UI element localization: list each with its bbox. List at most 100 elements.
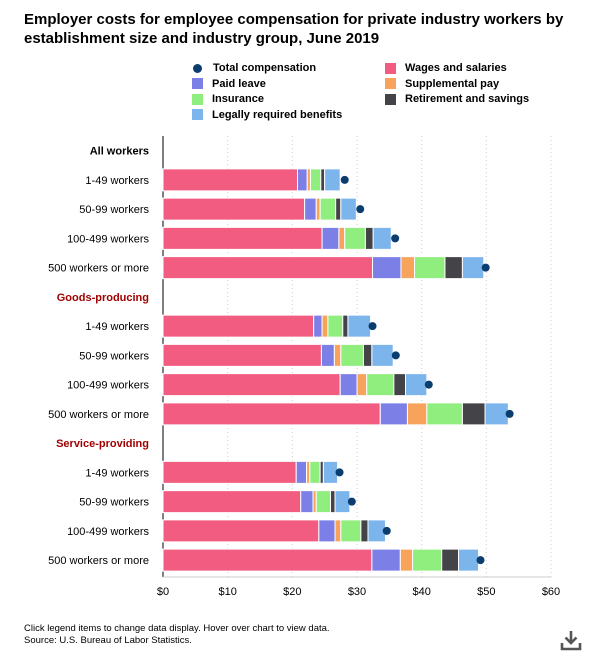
legend-item-legal[interactable]: Legally required benefits bbox=[192, 109, 342, 121]
bar-segment[interactable] bbox=[162, 168, 299, 192]
category-label: 1-49 workers bbox=[85, 467, 149, 479]
bar-segment[interactable] bbox=[484, 402, 509, 426]
bar-segment[interactable] bbox=[324, 168, 341, 192]
bar-segment[interactable] bbox=[372, 256, 402, 280]
bar-segment[interactable] bbox=[318, 519, 336, 543]
bar-segment[interactable] bbox=[322, 460, 339, 484]
total-compensation-marker[interactable] bbox=[424, 380, 433, 389]
bar-segment[interactable] bbox=[162, 197, 306, 221]
bar-segment[interactable] bbox=[309, 168, 322, 192]
bar-segment[interactable] bbox=[162, 226, 323, 250]
bar-segment[interactable] bbox=[426, 402, 463, 426]
bar-segment[interactable] bbox=[364, 226, 374, 250]
bar-segment[interactable] bbox=[393, 373, 406, 397]
bar-segment[interactable] bbox=[162, 490, 302, 514]
bar-segment[interactable] bbox=[371, 343, 394, 367]
bar-segment[interactable] bbox=[406, 402, 428, 426]
bar-segment[interactable] bbox=[405, 373, 428, 397]
bar-segment[interactable] bbox=[327, 314, 344, 338]
bar-segment[interactable] bbox=[315, 197, 321, 221]
bar-segment[interactable] bbox=[340, 343, 364, 367]
x-tick-label: $30 bbox=[348, 586, 366, 598]
bar-segment[interactable] bbox=[321, 314, 329, 338]
total-compensation-marker[interactable] bbox=[340, 175, 349, 184]
bar-segment[interactable] bbox=[371, 548, 401, 572]
bar-segment[interactable] bbox=[441, 548, 460, 572]
legend-label-legal: Legally required benefits bbox=[212, 108, 343, 121]
bar-segment[interactable] bbox=[360, 519, 369, 543]
bar-segment[interactable] bbox=[313, 314, 323, 338]
bar-segment[interactable] bbox=[304, 197, 317, 221]
download-icon[interactable] bbox=[560, 629, 582, 651]
total-compensation-marker[interactable] bbox=[505, 409, 514, 418]
bar-segment[interactable] bbox=[162, 460, 297, 484]
bar-segment[interactable] bbox=[162, 548, 373, 572]
total-compensation-marker[interactable] bbox=[481, 263, 490, 272]
category-label: 500 workers or more bbox=[48, 409, 149, 421]
legend-item-paid_leave[interactable]: Paid leave bbox=[192, 78, 266, 90]
group-label: Goods-producing bbox=[57, 292, 149, 304]
bar-segment[interactable] bbox=[162, 256, 374, 280]
total-compensation-marker[interactable] bbox=[335, 468, 344, 477]
total-compensation-marker[interactable] bbox=[368, 322, 377, 331]
bar-segment[interactable] bbox=[162, 343, 322, 367]
total-compensation-marker[interactable] bbox=[391, 351, 400, 360]
bar-segment[interactable] bbox=[320, 343, 335, 367]
bar-segment[interactable] bbox=[356, 373, 368, 397]
bar-segment[interactable] bbox=[162, 314, 315, 338]
bar-segment[interactable] bbox=[162, 373, 341, 397]
legend-item-supplemental[interactable]: Supplemental pay bbox=[385, 78, 499, 90]
bar-segment[interactable] bbox=[315, 490, 331, 514]
total-compensation-marker[interactable] bbox=[391, 234, 400, 243]
legend-item-wages[interactable]: Wages and salaries bbox=[385, 62, 507, 74]
x-tick-label: $60 bbox=[542, 586, 560, 598]
bar-segment[interactable] bbox=[334, 519, 342, 543]
bar-segment[interactable] bbox=[372, 226, 392, 250]
legend: Total compensation Paid leave Insurance Leg… bbox=[0, 0, 594, 130]
bar-segment[interactable] bbox=[412, 548, 443, 572]
category-label: 100-499 workers bbox=[67, 233, 149, 245]
total-compensation-marker[interactable] bbox=[356, 205, 365, 214]
bar-segment[interactable] bbox=[329, 490, 336, 514]
bar-segment[interactable] bbox=[295, 460, 308, 484]
total-compensation-marker[interactable] bbox=[476, 556, 485, 565]
legend-item-retirement[interactable]: Retirement and savings bbox=[385, 93, 529, 105]
bar-segment[interactable] bbox=[379, 402, 408, 426]
bar-segment[interactable] bbox=[342, 314, 349, 338]
bar-segment[interactable] bbox=[444, 256, 463, 280]
bar-segment[interactable] bbox=[461, 402, 486, 426]
legend-item-total[interactable]: Total compensation bbox=[192, 62, 316, 74]
bar-segment[interactable] bbox=[162, 402, 381, 426]
bar-segment[interactable] bbox=[340, 519, 362, 543]
bar-segment[interactable] bbox=[320, 168, 326, 192]
bar-segment[interactable] bbox=[461, 256, 485, 280]
bar-segment[interactable] bbox=[297, 168, 308, 192]
bar-segment[interactable] bbox=[321, 226, 340, 250]
bar-segment[interactable] bbox=[300, 490, 314, 514]
total-compensation-marker[interactable] bbox=[382, 526, 391, 535]
bar-segment[interactable] bbox=[340, 197, 357, 221]
legend-item-insurance[interactable]: Insurance bbox=[192, 93, 264, 105]
footnote-instructions: Click legend items to change data displa… bbox=[24, 623, 330, 634]
legend-label-paid_leave: Paid leave bbox=[212, 77, 266, 90]
chart-svg[interactable]: $0 $10 $20 $30 $40 $50 $60 All workers 1-49 work… bbox=[0, 0, 594, 615]
bar-segment[interactable] bbox=[458, 548, 480, 572]
bar-segment[interactable] bbox=[319, 197, 337, 221]
bar-segment[interactable] bbox=[338, 226, 346, 250]
category-label: 50-99 workers bbox=[79, 204, 149, 216]
bar-segment[interactable] bbox=[334, 490, 351, 514]
bar-segment[interactable] bbox=[399, 548, 414, 572]
bar-segment[interactable] bbox=[347, 314, 372, 338]
bar-segment[interactable] bbox=[414, 256, 446, 280]
bar-segment[interactable] bbox=[162, 519, 320, 543]
bar-segment[interactable] bbox=[339, 373, 358, 397]
total-compensation-marker[interactable] bbox=[347, 497, 356, 506]
category-label: 1-49 workers bbox=[85, 321, 149, 333]
bar-segment[interactable] bbox=[333, 343, 342, 367]
bar-segment[interactable] bbox=[362, 343, 373, 367]
bar-segment[interactable] bbox=[400, 256, 416, 280]
bar-segment[interactable] bbox=[344, 226, 366, 250]
bar-segment[interactable] bbox=[309, 460, 321, 484]
bar-segment[interactable] bbox=[366, 373, 395, 397]
bar-segment[interactable] bbox=[335, 197, 342, 221]
